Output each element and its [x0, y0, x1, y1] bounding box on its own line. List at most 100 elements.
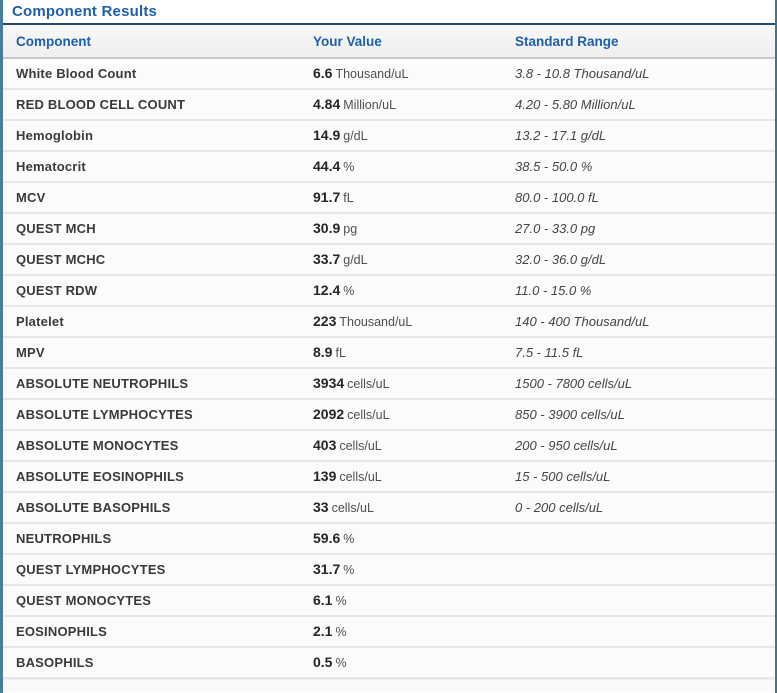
value-unit: cells/uL	[339, 469, 382, 484]
value-number: 33	[313, 498, 329, 515]
value-unit: Thousand/uL	[335, 66, 409, 81]
value-unit: %	[343, 283, 355, 298]
table-row: White Blood Count 6.6 Thousand/uL 3.8 - 1…	[3, 59, 775, 90]
your-value-cell: 3934 cells/uL	[313, 375, 515, 393]
component-name: Hematocrit	[16, 159, 86, 174]
value-unit: pg	[343, 221, 358, 236]
standard-range-cell: 3.8 - 10.8 Thousand/uL	[515, 66, 650, 81]
results-table-header: Component Your Value Standard Range	[3, 25, 775, 59]
value-unit: g/dL	[343, 128, 368, 143]
table-row: QUEST RDW 12.4% 11.0 - 15.0 %	[3, 276, 775, 307]
value-number: 8.9	[313, 343, 333, 360]
column-header-standard-range: Standard Range	[515, 33, 619, 49]
your-value-cell: 91.7 fL	[313, 189, 515, 207]
value-unit: cells/uL	[331, 500, 374, 515]
value-unit: g/dL	[343, 252, 368, 267]
value-number: 33.7	[313, 250, 341, 267]
table-row: QUEST LYMPHOCYTES 31.7%	[3, 555, 775, 586]
component-name: MPV	[16, 345, 45, 360]
component-name: White Blood Count	[16, 66, 137, 81]
table-row: MPV 8.9 fL 7.5 - 11.5 fL	[3, 338, 775, 369]
page-title: Component Results	[12, 3, 158, 20]
standard-range-cell: 200 - 950 cells/uL	[515, 438, 618, 453]
component-name: QUEST MONOCYTES	[16, 593, 152, 608]
value-number: 31.7	[313, 560, 341, 577]
standard-range-cell: 15 - 500 cells/uL	[515, 469, 611, 484]
component-name: Platelet	[16, 314, 64, 329]
component-name: MCV	[16, 190, 46, 205]
your-value-cell: 12.4%	[313, 282, 515, 300]
table-row: ABSOLUTE NEUTROPHILS 3934 cells/uL 1500 -…	[3, 369, 775, 400]
value-number: 6.1	[313, 591, 333, 608]
table-row: ABSOLUTE MONOCYTES 403 cells/uL 200 - 950…	[3, 431, 775, 462]
component-name: Hemoglobin	[16, 128, 94, 143]
value-number: 139	[313, 467, 337, 484]
your-value-cell: 59.6%	[313, 530, 515, 548]
your-value-cell: 139 cells/uL	[313, 468, 515, 486]
component-name: ABSOLUTE EOSINOPHILS	[16, 469, 184, 484]
your-value-cell: 44.4%	[313, 158, 515, 176]
value-number: 12.4	[313, 281, 341, 298]
standard-range-cell: 7.5 - 11.5 fL	[515, 345, 584, 360]
value-unit: cells/uL	[347, 407, 390, 422]
component-name: ABSOLUTE BASOPHILS	[16, 500, 171, 515]
standard-range-cell: 32.0 - 36.0 g/dL	[515, 252, 607, 267]
value-unit: cells/uL	[339, 438, 382, 453]
component-name: ABSOLUTE NEUTROPHILS	[16, 376, 189, 391]
value-number: 2.1	[313, 622, 333, 639]
component-name: NEUTROPHILS	[16, 531, 112, 546]
value-number: 59.6	[313, 529, 341, 546]
your-value-cell: 2.1%	[313, 623, 515, 641]
your-value-cell: 31.7%	[313, 561, 515, 579]
component-name: QUEST MCH	[16, 221, 96, 236]
table-row: Platelet 223 Thousand/uL 140 - 400 Thousa…	[3, 307, 775, 338]
section-title-bar: Component Results	[3, 0, 775, 25]
standard-range-cell: 850 - 3900 cells/uL	[515, 407, 625, 422]
standard-range-cell: 80.0 - 100.0 fL	[515, 190, 599, 205]
table-row: NEUTROPHILS 59.6%	[3, 524, 775, 555]
your-value-cell: 2092 cells/uL	[313, 406, 515, 424]
bottom-filler	[3, 679, 775, 692]
standard-range-cell: 13.2 - 17.1 g/dL	[515, 128, 607, 143]
table-row: ABSOLUTE BASOPHILS 33 cells/uL 0 - 200 ce…	[3, 493, 775, 524]
table-row: Hemoglobin 14.9 g/dL 13.2 - 17.1 g/dL	[3, 121, 775, 152]
component-name: ABSOLUTE MONOCYTES	[16, 438, 179, 453]
table-row: QUEST MCHC 33.7 g/dL 32.0 - 36.0 g/dL	[3, 245, 775, 276]
component-name: QUEST RDW	[16, 283, 98, 298]
value-number: 4.84	[313, 95, 341, 112]
results-rows: White Blood Count 6.6 Thousand/uL 3.8 - 1…	[3, 59, 775, 679]
table-row: ABSOLUTE EOSINOPHILS 139 cells/uL 15 - 50…	[3, 462, 775, 493]
table-row: MCV 91.7 fL 80.0 - 100.0 fL	[3, 183, 775, 214]
table-row: BASOPHILS 0.5%	[3, 648, 775, 679]
value-unit: %	[343, 562, 355, 577]
value-number: 14.9	[313, 126, 341, 143]
column-header-your-value: Your Value	[313, 33, 382, 49]
component-name: BASOPHILS	[16, 655, 94, 670]
your-value-cell: 403 cells/uL	[313, 437, 515, 455]
your-value-cell: 223 Thousand/uL	[313, 313, 515, 331]
value-number: 44.4	[313, 157, 341, 174]
your-value-cell: 8.9 fL	[313, 344, 515, 362]
your-value-cell: 30.9 pg	[313, 220, 515, 238]
value-unit: %	[335, 655, 347, 670]
component-name: RED BLOOD CELL COUNT	[16, 97, 186, 112]
component-name: QUEST LYMPHOCYTES	[16, 562, 166, 577]
value-number: 3934	[313, 374, 345, 391]
table-row: EOSINOPHILS 2.1%	[3, 617, 775, 648]
value-number: 0.5	[313, 653, 333, 670]
value-number: 6.6	[313, 64, 333, 81]
standard-range-cell: 1500 - 7800 cells/uL	[515, 376, 633, 391]
component-name: QUEST MCHC	[16, 252, 106, 267]
component-name: ABSOLUTE LYMPHOCYTES	[16, 407, 193, 422]
standard-range-cell: 11.0 - 15.0 %	[515, 283, 592, 298]
value-number: 30.9	[313, 219, 341, 236]
value-unit: %	[335, 624, 347, 639]
your-value-cell: 4.84 Million/uL	[313, 96, 515, 114]
value-unit: fL	[343, 190, 354, 205]
value-number: 2092	[313, 405, 345, 422]
your-value-cell: 0.5%	[313, 654, 515, 672]
table-row: QUEST MCH 30.9 pg 27.0 - 33.0 pg	[3, 214, 775, 245]
value-unit: %	[343, 159, 355, 174]
value-number: 91.7	[313, 188, 341, 205]
